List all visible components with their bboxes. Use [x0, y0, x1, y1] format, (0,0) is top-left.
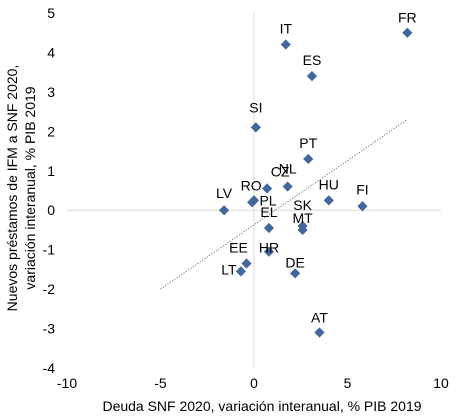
point-label-ee: EE: [229, 239, 248, 255]
x-tick-label: 0: [250, 375, 258, 391]
point-label-si: SI: [249, 99, 262, 115]
data-point-cz: [261, 183, 273, 194]
data-points: [218, 27, 413, 338]
y-tick-label: 4: [47, 44, 55, 60]
x-tick-label: 5: [344, 375, 352, 391]
point-label-sk: SK: [293, 197, 312, 213]
y-tick-label: -2: [43, 281, 56, 297]
point-label-hr: HR: [259, 240, 279, 256]
x-tick-label: 10: [433, 375, 449, 391]
data-point-fi: [357, 201, 368, 212]
y-tick-label: 2: [47, 123, 55, 139]
data-point-es: [306, 71, 318, 82]
point-label-ro: RO: [241, 177, 262, 193]
y-tick-label: -4: [43, 360, 56, 376]
point-label-es: ES: [303, 52, 322, 68]
y-tick-label: -3: [43, 321, 56, 337]
point-label-de: DE: [285, 254, 304, 270]
point-label-nl: NL: [279, 161, 297, 177]
data-point-nl: [282, 181, 293, 192]
point-label-hu: HU: [319, 176, 339, 192]
data-point-de: [290, 268, 301, 279]
x-axis-ticks: -10 -5 0 5 10: [57, 375, 449, 391]
point-label-mt: MT: [293, 210, 314, 226]
point-label-cz: CZ: [271, 164, 290, 180]
point-label-at: AT: [311, 310, 328, 326]
point-label-lv: LV: [216, 185, 233, 201]
y-tick-label: 5: [47, 5, 55, 21]
y-axis-ticks: -4 -3 -2 -1 0 1 2 3 4 5: [43, 5, 56, 376]
y-tick-label: 1: [47, 163, 55, 179]
x-tick-label: -10: [57, 375, 77, 391]
point-label-pl: PL: [259, 192, 276, 208]
data-point-el: [263, 222, 275, 234]
data-point-hu: [323, 195, 334, 206]
data-point-pl: [248, 195, 260, 206]
data-point-lt: [235, 266, 247, 277]
data-point-it: [280, 39, 291, 50]
y-tick-label: -1: [43, 242, 56, 258]
data-point-fr: [402, 27, 413, 38]
point-label-el: EL: [260, 204, 277, 220]
y-axis-title: Nuevos préstamos de IFM a SNF 2020,: [4, 65, 20, 312]
data-point-at: [314, 327, 325, 338]
data-point-si: [250, 122, 261, 133]
trendline: [160, 119, 408, 290]
data-point-mt: [297, 224, 308, 236]
data-point-hr: [263, 246, 275, 257]
point-label-lt: LT: [221, 261, 237, 277]
x-tick-label: -5: [154, 375, 167, 391]
data-point-ee: [241, 258, 252, 269]
y-tick-label: 0: [47, 202, 55, 218]
y-tick-label: 3: [47, 84, 55, 100]
point-label-fi: FI: [356, 181, 368, 197]
data-point-pt: [303, 153, 314, 165]
y-axis-title: variación interanual, % PIB 2019: [22, 86, 38, 289]
x-axis-title: Deuda SNF 2020, variación interanual, % …: [102, 398, 421, 414]
point-label-it: IT: [280, 21, 293, 37]
data-point-lv: [218, 205, 230, 216]
point-label-pt: PT: [299, 135, 317, 151]
point-label-fr: FR: [398, 10, 417, 26]
